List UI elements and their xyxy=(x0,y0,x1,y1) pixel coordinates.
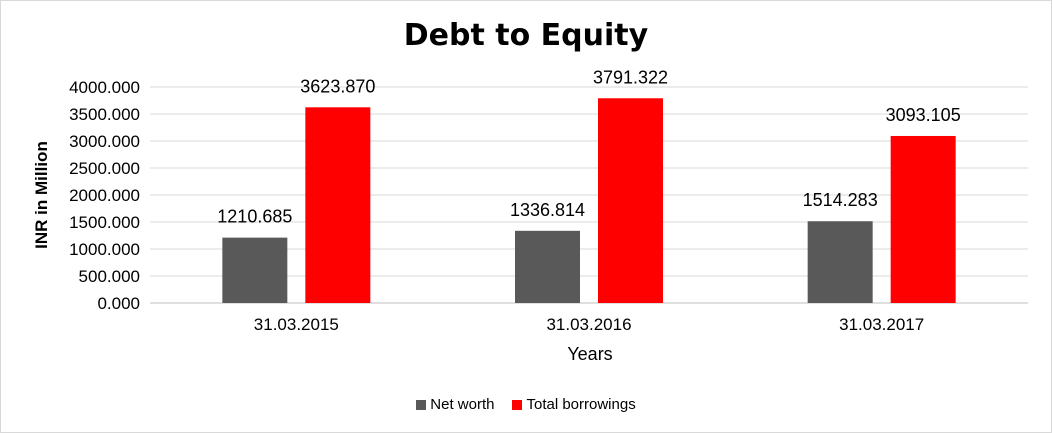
legend-swatch-total-borrowings xyxy=(512,399,523,410)
y-tick-label: 2000.000 xyxy=(69,186,140,205)
y-tick-label: 3500.000 xyxy=(69,105,140,124)
data-label: 3791.322 xyxy=(593,67,668,87)
y-tick-label: 1000.000 xyxy=(69,240,140,259)
bar-net-worth xyxy=(515,230,580,303)
bar-net-worth xyxy=(222,237,288,303)
bar-total-borrowings xyxy=(305,107,371,303)
legend: Net worth Total borrowings xyxy=(0,396,1052,413)
data-label: 1210.685 xyxy=(217,207,292,227)
legend-label-total-borrowings: Total borrowings xyxy=(526,396,636,413)
x-tick-label: 31.03.2015 xyxy=(254,315,339,334)
bar-total-borrowings xyxy=(598,98,663,303)
legend-label-net-worth: Net worth xyxy=(430,396,495,413)
chart-title: Debt to Equity xyxy=(403,18,649,53)
bar-total-borrowings xyxy=(890,135,956,303)
x-tick-label: 31.03.2017 xyxy=(839,315,924,334)
bar-net-worth xyxy=(807,221,873,303)
y-tick-label: 500.000 xyxy=(79,267,140,286)
y-tick-label: 4000.000 xyxy=(69,78,140,97)
legend-item-net-worth: Net worth xyxy=(416,396,494,413)
y-tick-label: 2500.000 xyxy=(69,159,140,178)
y-tick-label: 1500.000 xyxy=(69,213,140,232)
x-axis-label: Years xyxy=(567,344,613,364)
y-axis-label: INR in Million xyxy=(32,141,51,249)
data-label: 1336.814 xyxy=(510,200,585,220)
data-label: 1514.283 xyxy=(803,190,878,210)
x-tick-label: 31.03.2016 xyxy=(546,315,631,334)
data-label: 3093.105 xyxy=(886,105,961,125)
y-tick-label: 3000.000 xyxy=(69,132,140,151)
y-tick-label: 0.000 xyxy=(97,294,140,313)
data-label: 3623.870 xyxy=(300,76,375,96)
legend-swatch-net-worth xyxy=(416,399,427,410)
legend-item-total-borrowings: Total borrowings xyxy=(512,396,636,413)
